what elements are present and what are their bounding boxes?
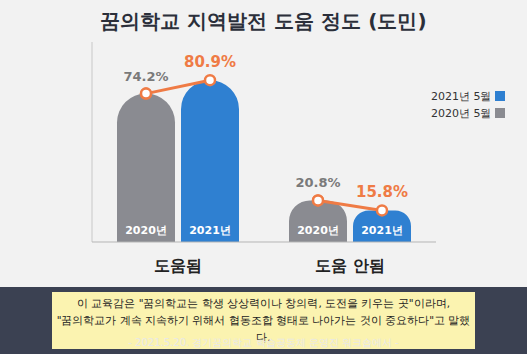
svg-text:20.8%: 20.8% [295, 175, 340, 190]
svg-text:74.2%: 74.2% [123, 69, 168, 84]
svg-text:15.8%: 15.8% [356, 183, 408, 201]
svg-text:도움 안됨: 도움 안됨 [315, 256, 385, 275]
html-text:"꿈의학교가 계속 지속하기 위해서 협동조합 형태로 나아: "꿈의학교가 계속 지속하기 위해서 협동조합 형태로 나아가는 것이 중요하다… [56, 314, 471, 343]
html-text:- 2021.5.20. 경기꿈의학교 학습공동체 운영진: - 2021.5.20. 경기꿈의학교 학습공동체 운영진 워크숍에서 - [128, 337, 399, 348]
html-text:2020년 5월: 2020년 5월 [431, 107, 492, 120]
html-text:꿈의학교 지역발전 도움 정도 (도민): 꿈의학교 지역발전 도움 정도 (도민) [100, 9, 427, 33]
svg-text:80.9%: 80.9% [184, 53, 236, 71]
svg-text:2021년: 2021년 [189, 224, 231, 237]
svg-text:도움됨: 도움됨 [154, 256, 202, 275]
svg-text:2020년: 2020년 [125, 224, 167, 237]
html-text:2021년 5월: 2021년 5월 [431, 90, 492, 103]
svg-text:2020년: 2020년 [297, 224, 339, 237]
svg-text:2021년: 2021년 [361, 224, 403, 237]
html-text:이 교육감은 "꿈의학교는 학생 상상력이나 창의력, 도전: 이 교육감은 "꿈의학교는 학생 상상력이나 창의력, 도전을 키우는 곳"이라… [77, 297, 450, 309]
